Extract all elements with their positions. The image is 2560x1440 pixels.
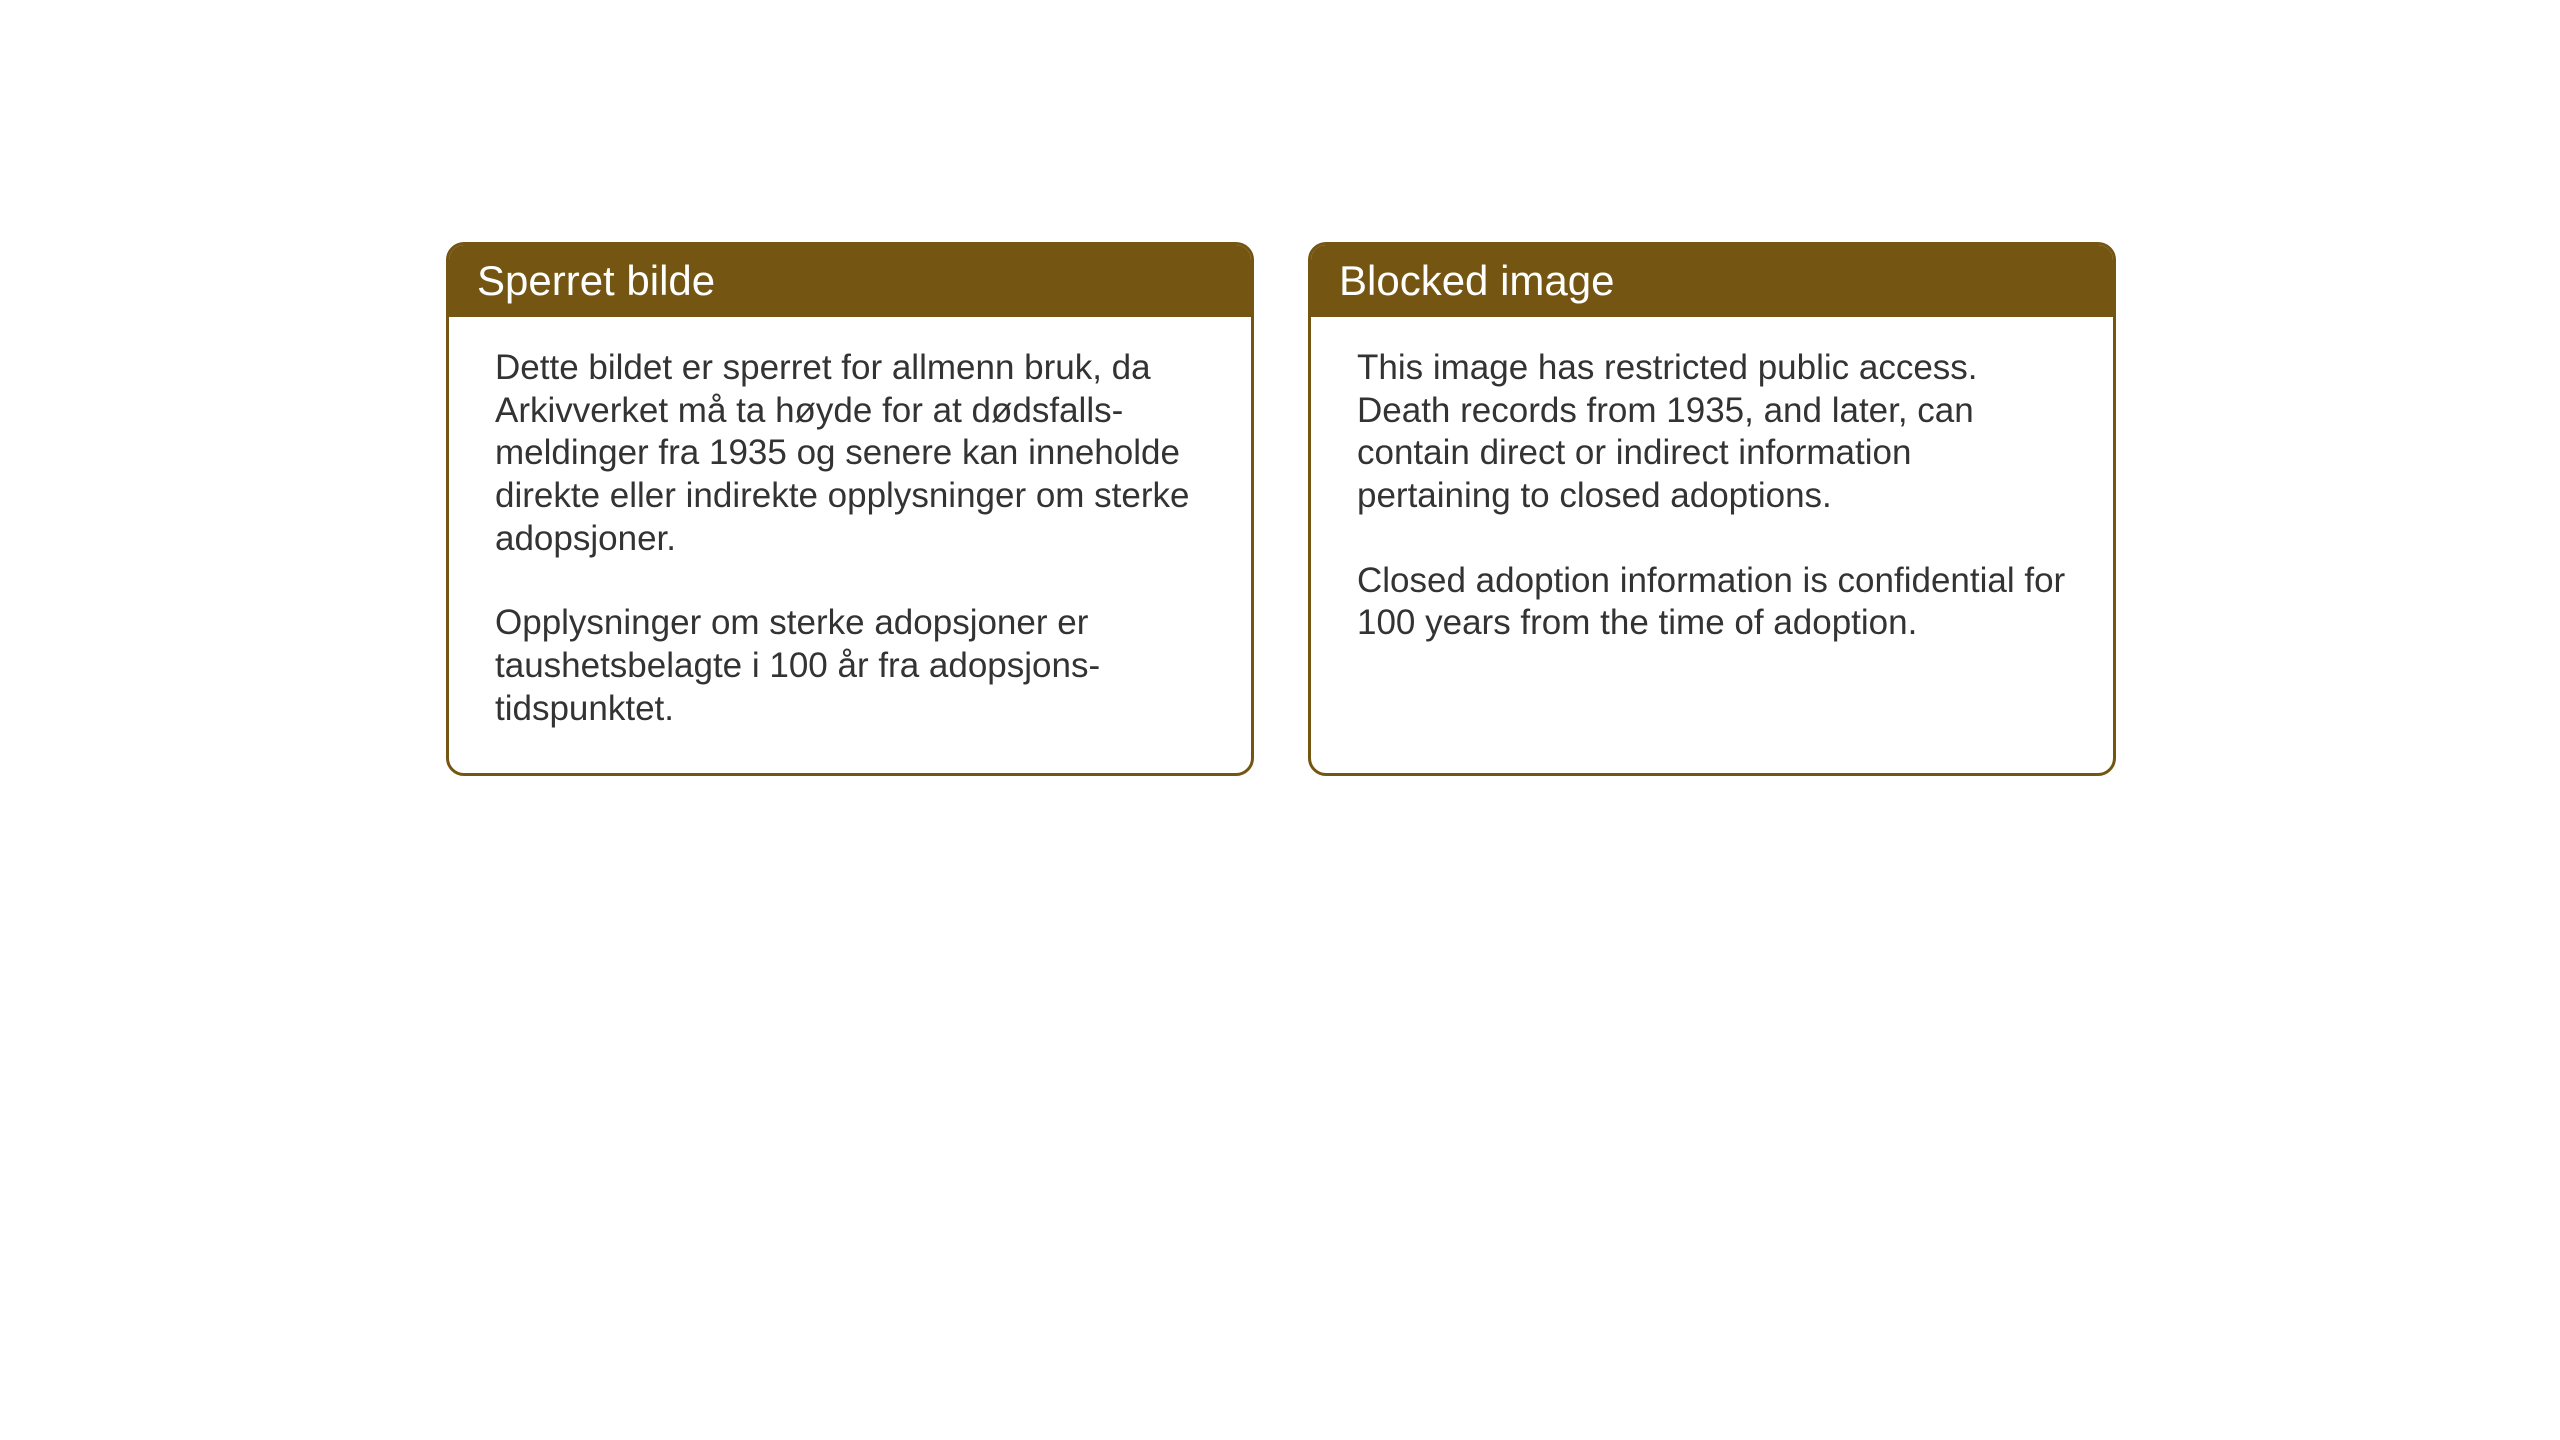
notice-card-norwegian: Sperret bilde Dette bildet er sperret fo…	[446, 242, 1254, 776]
notice-container: Sperret bilde Dette bildet er sperret fo…	[446, 242, 2116, 776]
notice-paragraph-2-norwegian: Opplysninger om sterke adopsjoner er tau…	[495, 602, 1205, 730]
notice-paragraph-2-english: Closed adoption information is confident…	[1357, 560, 2067, 645]
notice-header-english: Blocked image	[1311, 245, 2113, 317]
notice-card-english: Blocked image This image has restricted …	[1308, 242, 2116, 776]
notice-paragraph-1-norwegian: Dette bildet er sperret for allmenn bruk…	[495, 347, 1205, 560]
notice-body-norwegian: Dette bildet er sperret for allmenn bruk…	[449, 317, 1251, 773]
notice-header-norwegian: Sperret bilde	[449, 245, 1251, 317]
notice-paragraph-1-english: This image has restricted public access.…	[1357, 347, 2067, 518]
notice-body-english: This image has restricted public access.…	[1311, 317, 2113, 739]
